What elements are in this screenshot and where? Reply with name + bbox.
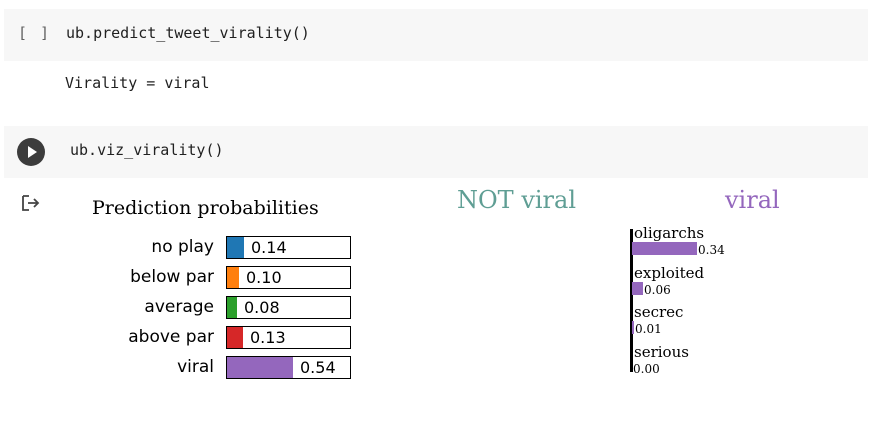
prob-bar-box: 0.13 xyxy=(226,326,351,349)
code-line[interactable]: ub.viz_virality() xyxy=(70,141,224,159)
feature-bar xyxy=(632,321,634,334)
feature-label: serious xyxy=(634,342,689,361)
prob-bar-box: 0.08 xyxy=(226,296,351,319)
feature-value-label: 0.06 xyxy=(644,282,671,297)
feature-bar xyxy=(632,242,697,255)
feature-label: oligarchs xyxy=(634,224,705,242)
output-arrow-icon[interactable] xyxy=(20,194,42,212)
prob-value-label: 0.54 xyxy=(300,358,336,377)
prob-value-label: 0.08 xyxy=(244,298,280,317)
feature-value-label: 0.34 xyxy=(698,243,725,257)
code-cell-1[interactable]: [ ] ub.predict_tweet_virality() xyxy=(4,9,868,61)
prob-bar xyxy=(227,267,239,288)
prob-bar xyxy=(227,237,244,258)
code-line[interactable]: ub.predict_tweet_virality() xyxy=(66,24,310,42)
code-cell-2[interactable]: ub.viz_virality() xyxy=(4,126,868,178)
feature-label: secrec xyxy=(634,303,684,321)
run-cell-button[interactable] xyxy=(17,138,45,166)
prob-value-label: 0.14 xyxy=(251,238,287,257)
positive-class-header: viral xyxy=(725,186,780,214)
prob-label: no play xyxy=(151,237,214,257)
prob-label: viral xyxy=(177,357,214,377)
play-icon xyxy=(28,146,37,158)
feature-axis-line xyxy=(630,229,633,372)
prob-label: below par xyxy=(130,267,214,287)
prob-bar-box: 0.10 xyxy=(226,266,351,289)
cell-output-text: Virality = viral xyxy=(65,74,210,92)
feature-value-label: 0.01 xyxy=(635,322,662,336)
prediction-probabilities-title: Prediction probabilities xyxy=(92,197,319,219)
cell-prompt: [ ] xyxy=(18,24,52,42)
feature-bar xyxy=(632,281,643,295)
negative-class-header: NOT viral xyxy=(457,186,577,214)
prob-value-label: 0.13 xyxy=(250,328,286,347)
prob-label: above par xyxy=(128,327,214,347)
prob-bar xyxy=(227,327,243,348)
prob-value-label: 0.10 xyxy=(246,268,282,287)
prob-bar xyxy=(227,357,293,378)
prob-label: average xyxy=(144,297,214,317)
prob-bar-box: 0.54 xyxy=(226,356,351,379)
prob-bar-box: 0.14 xyxy=(226,236,351,259)
prob-bar xyxy=(227,297,237,318)
feature-label: exploited xyxy=(634,263,705,282)
feature-value-label: 0.00 xyxy=(633,361,660,376)
